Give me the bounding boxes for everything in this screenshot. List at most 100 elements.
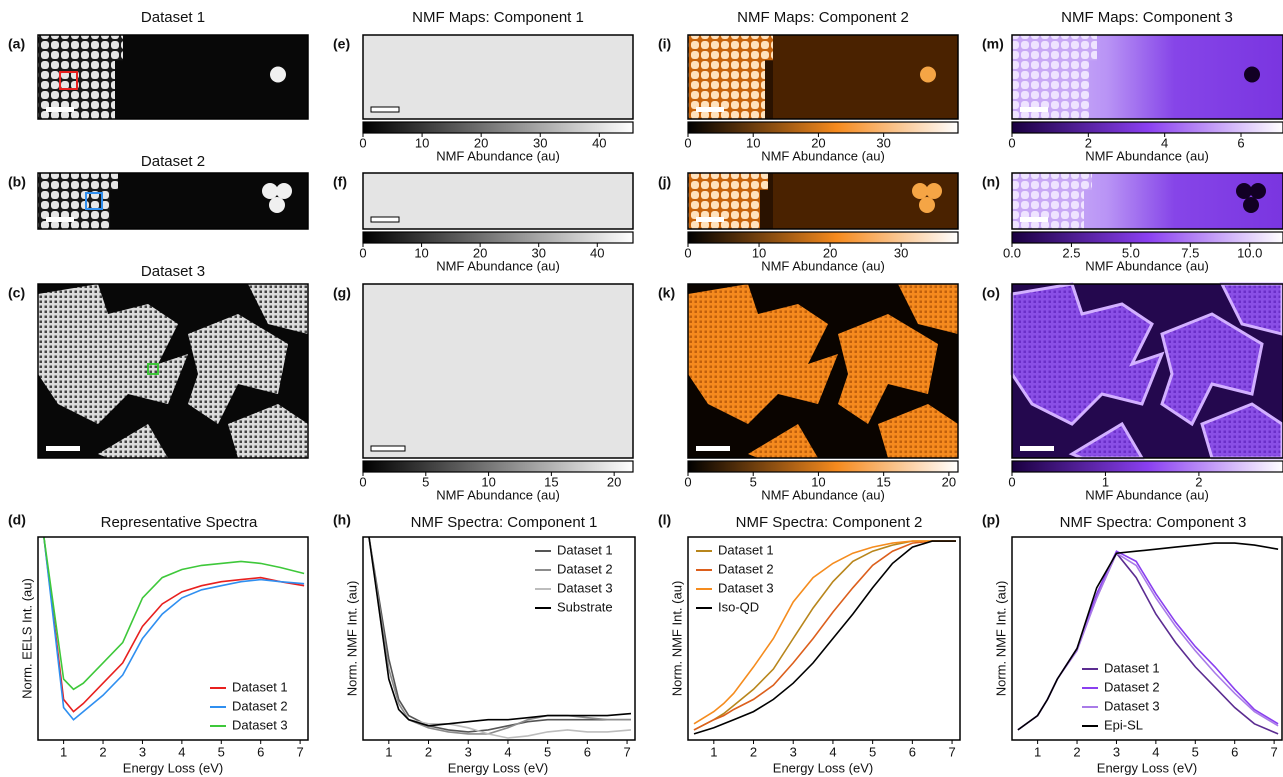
legend-label: Iso-QD [718, 599, 759, 614]
panel-label: (b) [8, 174, 26, 190]
colorbar-tick-label: 15 [544, 474, 558, 489]
panel-label: (o) [982, 285, 1000, 301]
scale-bar [696, 446, 730, 451]
legend-label: Dataset 1 [1104, 660, 1160, 675]
map-frame [687, 283, 959, 459]
map-dot [920, 66, 936, 83]
colorbar-tick-label: 0 [684, 474, 691, 489]
scale-bar [1020, 217, 1048, 222]
colorbar-tick-label: 2 [1195, 474, 1202, 489]
map-title: Dataset 2 [141, 153, 205, 170]
colorbar-tick-label: 10 [811, 474, 825, 489]
y-axis-title: Norm. EELS Int. (au) [19, 578, 34, 699]
colorbar [1011, 231, 1283, 244]
colorbar-tick-label: 0.0 [1003, 245, 1021, 260]
legend-label: Substrate [557, 599, 613, 614]
map-image [37, 283, 309, 459]
x-tick-label: 6 [1231, 744, 1238, 759]
map-frame [1011, 34, 1283, 120]
map-frame [362, 34, 634, 120]
map-dot [1244, 66, 1260, 83]
legend-label: Dataset 3 [718, 580, 774, 595]
panel-label: (k) [658, 285, 675, 301]
colorbar [1011, 460, 1283, 473]
legend-label: Dataset 2 [1104, 679, 1160, 694]
x-tick-label: 2 [1073, 744, 1080, 759]
map-frame [37, 172, 309, 230]
colorbar [687, 231, 959, 244]
colorbar [1011, 121, 1283, 134]
chart-title: NMF Spectra: Component 2 [736, 514, 923, 531]
colorbar-label: NMF Abundance (au) [1085, 487, 1209, 502]
colorbar-tick-label: 10 [481, 474, 495, 489]
map-dot [1243, 197, 1259, 213]
chart-title: NMF Spectra: Component 1 [411, 514, 598, 531]
map-region [228, 404, 308, 458]
x-tick-label: 3 [1113, 744, 1120, 759]
roi-box [59, 71, 78, 90]
colorbar-tick-label: 10 [752, 245, 766, 260]
x-axis-title: Energy Loss (eV) [448, 760, 548, 775]
colorbar-tick-label: 20 [473, 245, 487, 260]
spectrum-line [693, 540, 956, 725]
map-region [1160, 312, 1264, 427]
x-tick-label: 7 [296, 744, 303, 759]
map-image [1011, 172, 1283, 230]
plot-frame [37, 536, 309, 741]
colorbar [687, 121, 959, 134]
panel-label: (d) [8, 512, 26, 528]
map-region [748, 424, 818, 458]
colorbar-tick-label: 20 [607, 474, 621, 489]
plot-frame [362, 536, 636, 741]
colorbar-tick-label: 10 [414, 245, 428, 260]
map-region [688, 35, 773, 119]
colorbar-tick-label: 0 [1008, 474, 1015, 489]
map-dot [269, 197, 285, 213]
colorbar-tick-label: 15 [876, 474, 890, 489]
x-tick-label: 4 [178, 744, 185, 759]
colorbar-tick-label: 10 [415, 135, 429, 150]
legend-label: Dataset 2 [718, 561, 774, 576]
map-region [38, 35, 123, 119]
colorbar-tick-label: 7.5 [1181, 245, 1199, 260]
colorbar-tick-label: 30 [894, 245, 908, 260]
colorbar-tick-label: 20 [823, 245, 837, 260]
legend-label: Dataset 2 [232, 698, 288, 713]
map-image [362, 172, 634, 230]
x-tick-label: 1 [1034, 744, 1041, 759]
colorbar [362, 121, 634, 134]
colorbar-tick-label: 0 [359, 135, 366, 150]
panel-label: (e) [333, 36, 350, 52]
colorbar-tick-label: 5 [750, 474, 757, 489]
x-tick-label: 4 [504, 744, 511, 759]
panel-label: (f) [333, 174, 347, 190]
colorbar-label: NMF Abundance (au) [436, 487, 560, 502]
map-dot [1236, 183, 1252, 199]
x-tick-label: 1 [385, 744, 392, 759]
x-tick-label: 5 [544, 744, 551, 759]
colorbar-label: NMF Abundance (au) [436, 148, 560, 163]
colorbar-tick-label: 10 [746, 135, 760, 150]
map-image [1010, 282, 1283, 460]
colorbar [362, 231, 634, 244]
x-tick-label: 5 [869, 744, 876, 759]
colorbar-tick-label: 10.0 [1237, 245, 1262, 260]
map-region [688, 284, 838, 424]
x-tick-label: 3 [465, 744, 472, 759]
spectrum-line [43, 537, 305, 721]
colorbar-tick-label: 1 [1102, 474, 1109, 489]
colorbar-tick-label: 0 [359, 474, 366, 489]
scale-bar [696, 107, 724, 112]
colorbar-tick-label: 0 [1008, 135, 1015, 150]
colorbar-tick-label: 30 [531, 245, 545, 260]
x-tick-label: 3 [139, 744, 146, 759]
panel-label: (i) [658, 36, 671, 52]
y-axis-title: Norm. NMF Int. (au) [669, 581, 684, 697]
legend-label: Dataset 2 [557, 561, 613, 576]
map-frame [37, 283, 309, 459]
scale-bar [46, 446, 80, 451]
panel-label: (l) [658, 512, 671, 528]
map-region [1200, 402, 1283, 460]
map-frame [37, 34, 309, 120]
